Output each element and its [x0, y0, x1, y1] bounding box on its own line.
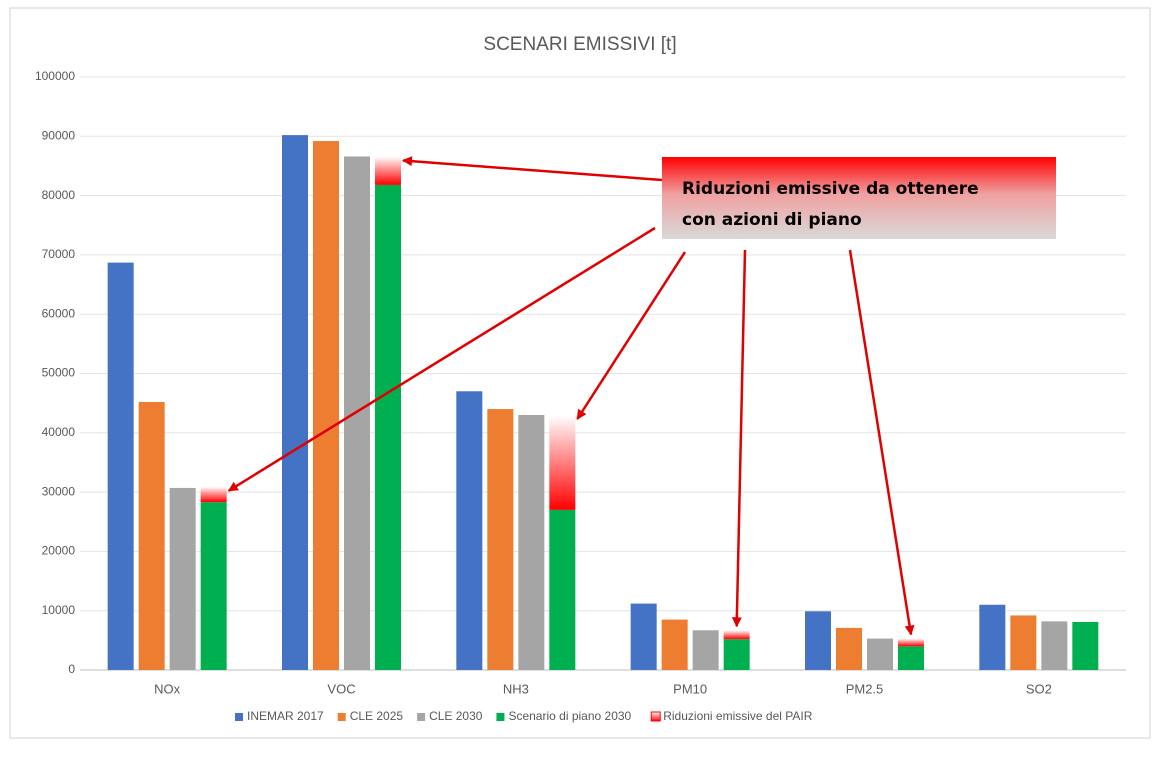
annotation-text: con azioni di piano — [682, 210, 862, 230]
legend-label: Scenario di piano 2030 — [508, 709, 631, 723]
annotation-arrow — [848, 249, 915, 636]
bar — [1041, 621, 1068, 670]
chart-title: SCENARI EMISSIVI [t] — [483, 34, 676, 55]
y-tick-label: 30000 — [42, 484, 76, 498]
bar — [723, 639, 750, 670]
annotation-arrow — [227, 226, 656, 492]
legend-swatch — [417, 713, 426, 721]
x-tick-label: PM2.5 — [846, 681, 884, 696]
bar — [836, 627, 862, 670]
y-tick-label: 100000 — [35, 69, 75, 83]
bar — [1010, 615, 1037, 670]
y-tick-label: 20000 — [42, 544, 76, 558]
bar — [549, 509, 576, 670]
bar — [979, 604, 1006, 670]
bar — [805, 611, 831, 670]
reduction-segment — [375, 156, 401, 185]
bar — [661, 619, 688, 670]
y-tick-label: 90000 — [42, 128, 76, 142]
y-tick-label: 10000 — [42, 603, 76, 617]
annotation-text: Riduzioni emissive da ottenere — [682, 179, 979, 199]
bar — [169, 487, 196, 670]
y-tick-label: 50000 — [42, 366, 76, 380]
x-tick-label: NH3 — [503, 681, 529, 696]
bar — [898, 646, 924, 670]
bar — [282, 135, 308, 670]
annotation-box — [662, 157, 1056, 239]
x-tick-label: PM10 — [673, 681, 707, 696]
legend-label: Riduzioni emissive del PAIR — [663, 709, 813, 723]
legend-label: CLE 2025 — [350, 709, 404, 723]
legend-swatch — [337, 713, 346, 721]
bar — [630, 603, 657, 670]
bar — [344, 156, 370, 670]
bar — [107, 262, 134, 670]
reduction-segment — [898, 638, 924, 647]
y-tick-label: 60000 — [42, 306, 76, 320]
y-tick-label: 80000 — [42, 188, 76, 202]
bar — [313, 141, 339, 670]
annotation-arrow — [576, 251, 687, 420]
y-tick-label: 40000 — [42, 425, 76, 439]
bar — [200, 502, 227, 670]
reduction-segment — [549, 415, 576, 510]
bar — [456, 391, 483, 670]
bar — [867, 638, 893, 670]
annotation-arrow — [731, 249, 747, 628]
legend-swatch — [496, 713, 505, 721]
bar — [487, 409, 514, 670]
y-tick-label: 70000 — [42, 247, 76, 261]
x-tick-label: VOC — [327, 681, 355, 696]
x-tick-label: SO2 — [1026, 681, 1052, 696]
reduction-segment — [200, 486, 227, 503]
x-tick-label: NOx — [154, 681, 181, 696]
bar — [375, 184, 401, 670]
reduction-segment — [723, 630, 750, 640]
legend-label: INEMAR 2017 — [247, 709, 324, 723]
annotation-arrow — [402, 156, 663, 182]
y-tick-label: 0 — [68, 662, 75, 676]
legend-swatch — [235, 713, 243, 721]
legend-swatch — [650, 711, 661, 722]
bar — [692, 630, 719, 670]
legend-label: CLE 2030 — [429, 709, 483, 723]
bar — [1072, 621, 1099, 670]
bar — [518, 415, 545, 670]
bar — [138, 401, 165, 670]
